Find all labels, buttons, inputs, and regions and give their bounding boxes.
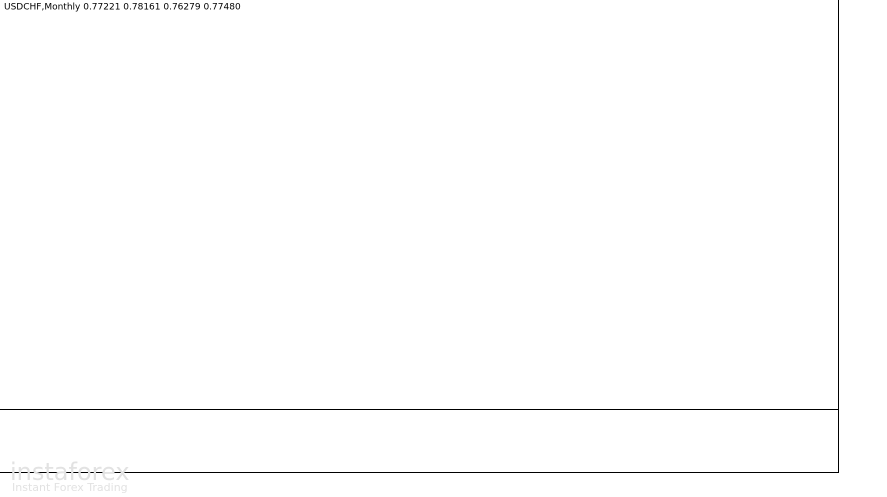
- watermark-brand: instaforex: [10, 458, 130, 486]
- watermark-slogan: Instant Forex Trading: [12, 481, 128, 494]
- chart-title: USDCHF,Monthly 0.77221 0.78161 0.76279 0…: [4, 3, 241, 13]
